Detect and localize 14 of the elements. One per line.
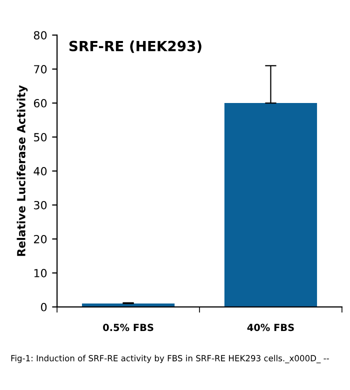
x-tick-label: 0.5% FBS bbox=[103, 324, 154, 332]
y-tick-label: 40 bbox=[34, 166, 47, 176]
y-tick-label: 20 bbox=[34, 234, 47, 244]
text: Fig-1: Induction of SRF-RE activity by FBS in SRF-RE HEK293 cells._x000D_ -- bbox=[11, 354, 329, 364]
y-tick-label: 50 bbox=[34, 133, 47, 142]
x-tick-label: 40% FBS bbox=[247, 324, 294, 332]
y-tick-label: 70 bbox=[34, 65, 47, 74]
y-tick-label: 10 bbox=[34, 268, 47, 278]
y-tick-label: 30 bbox=[34, 200, 47, 210]
y-axis-title: Relative Luciferase Activity bbox=[16, 85, 28, 256]
y-tick-label: 60 bbox=[34, 99, 47, 108]
y-tick-label: 0 bbox=[40, 302, 47, 312]
y-tick-label: 80 bbox=[34, 31, 47, 40]
chart-title: SRF-RE (HEK293) bbox=[69, 40, 202, 53]
